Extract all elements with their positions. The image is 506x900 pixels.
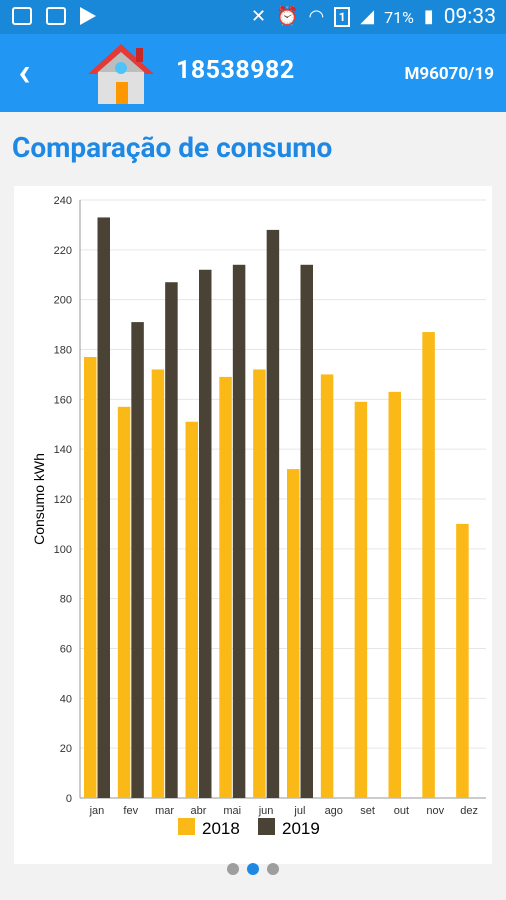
bar-2018-abr [185, 421, 198, 798]
x-tick-label: out [394, 805, 409, 817]
x-tick-label: jun [258, 805, 274, 817]
battery-charging-icon: ▮ [423, 6, 434, 27]
legend-swatch-2018 [178, 818, 195, 835]
bar-2018-set [354, 401, 368, 798]
page-title: 18538982 [176, 56, 295, 85]
bar-2018-mar [151, 369, 165, 798]
reference-code: M96070/19 [404, 64, 494, 84]
chart-card: 0 20 40 60 80 100 120 140 160 180 200 220 240 Consumo… [14, 186, 492, 864]
y-tick-label: 60 [60, 644, 72, 656]
wifi-icon: ◠ [308, 6, 325, 27]
signal-icon: ◢ [360, 6, 375, 27]
x-tick-label: dez [460, 805, 478, 817]
bar-2019-mai [232, 264, 246, 798]
mute-icon: ✕ [251, 6, 267, 27]
back-arrow-icon[interactable]: ‹ [18, 48, 31, 95]
legend-label: 2019 [282, 819, 320, 838]
y-axis-label: Consumo kWh [31, 453, 47, 545]
bar-2018-ago [320, 374, 334, 798]
x-tick-label: set [360, 805, 375, 817]
bar-2019-mar [165, 282, 178, 799]
bar-2018-nov [422, 332, 435, 798]
x-tick-label: mai [223, 805, 241, 817]
alarm-icon: ⏰ [276, 6, 299, 27]
house-icon [88, 44, 154, 104]
x-tick-label: jul [293, 805, 305, 817]
x-tick-label: jan [89, 805, 105, 817]
legend-swatch-2019 [258, 818, 275, 835]
y-tick-label: 200 [54, 295, 72, 307]
legend-label: 2018 [202, 819, 240, 838]
bar-2018-jul [287, 469, 300, 798]
y-tick-label: 80 [60, 594, 72, 606]
x-tick-label: ago [325, 805, 343, 817]
consumption-chart: 0 20 40 60 80 100 120 140 160 180 200 220 240 Consumo… [31, 195, 486, 838]
voicemail-icon [46, 7, 66, 25]
page-dot[interactable] [247, 863, 259, 875]
y-tick-label: 20 [60, 743, 72, 755]
status-bar: ✕ ⏰ ◠ 1 ◢ 71% ▮ 09:33 [0, 0, 506, 34]
bar-2019-jun [266, 229, 280, 798]
y-tick-label: 160 [54, 394, 72, 406]
image-icon [12, 7, 32, 25]
bar-2019-abr [199, 269, 212, 798]
x-tick-label: abr [190, 805, 206, 817]
bar-2018-fev [117, 406, 131, 798]
bar-2018-out [388, 391, 401, 798]
y-tick-label: 40 [60, 693, 72, 705]
bar-2019-jan [97, 217, 110, 799]
bar-2018-jun [253, 369, 266, 798]
section-title: Comparação de consumo [12, 131, 333, 164]
x-tick-label: fev [123, 805, 138, 817]
y-tick-label: 220 [54, 245, 72, 257]
sim-icon: 1 [334, 7, 351, 27]
bar-2018-dez [456, 523, 469, 798]
bar-2019-fev [131, 322, 144, 798]
bar-2018-jan [84, 356, 97, 798]
y-tick-label: 0 [66, 793, 72, 805]
play-store-icon [80, 7, 96, 25]
page-dot[interactable] [227, 863, 239, 875]
bar-2019-jul [300, 264, 313, 798]
bar-2018-mai [219, 376, 232, 798]
y-tick-label: 240 [54, 195, 72, 207]
x-tick-label: mar [155, 805, 174, 817]
app-bar: ‹ 18538982 M96070/19 [0, 34, 506, 112]
y-tick-label: 180 [54, 345, 72, 357]
y-tick-label: 140 [54, 444, 72, 456]
y-tick-label: 120 [54, 494, 72, 506]
battery-percent: 71% [384, 7, 414, 27]
page-dot[interactable] [267, 863, 279, 875]
y-tick-label: 100 [54, 544, 72, 556]
page-indicator [0, 863, 506, 875]
x-tick-label: nov [426, 805, 444, 817]
clock: 09:33 [443, 5, 496, 29]
